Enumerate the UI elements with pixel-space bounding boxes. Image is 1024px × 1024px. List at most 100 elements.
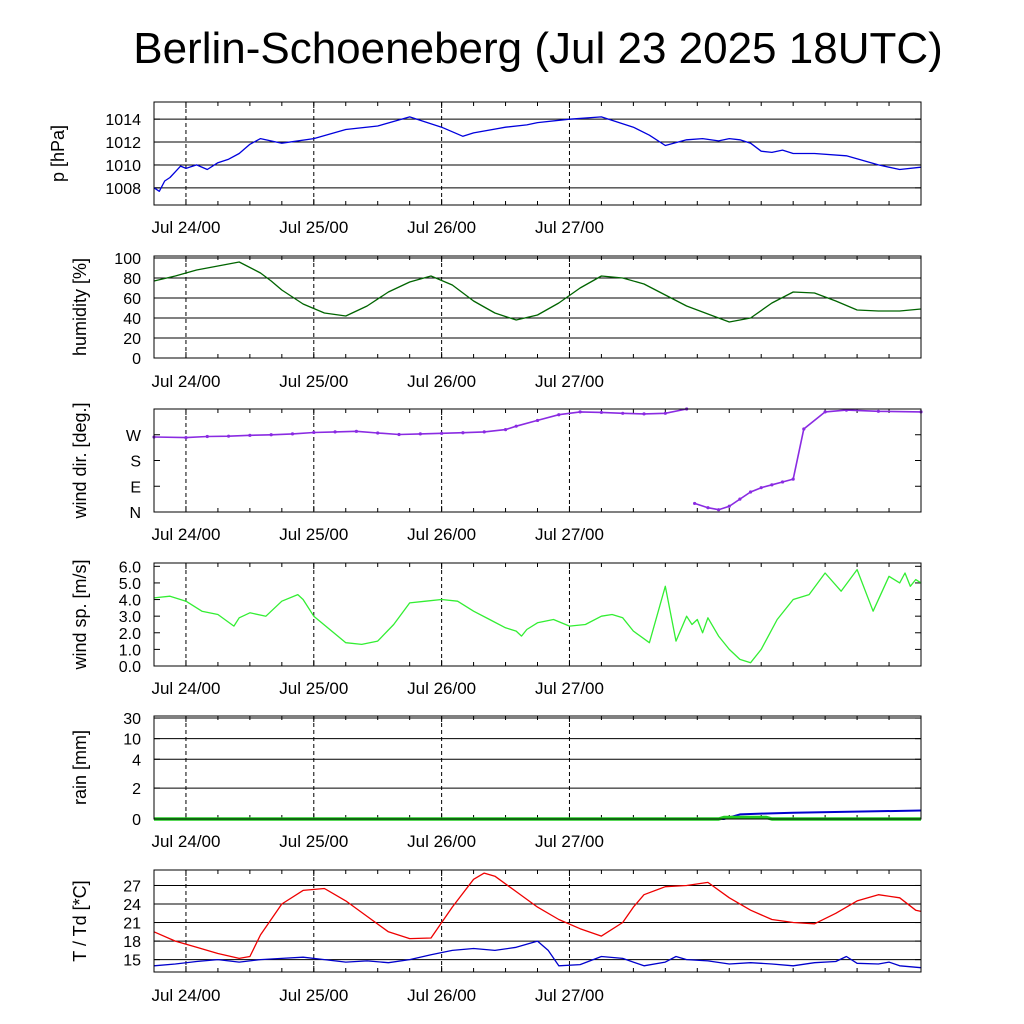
y-tick-label: 5.0 xyxy=(119,576,141,593)
x-tick-label: Jul 26/00 xyxy=(407,986,476,1005)
data-point xyxy=(557,413,561,417)
plot-frame xyxy=(153,255,922,359)
panel-3: 0.01.02.03.04.05.06.0 wind sp. [m/s] Jul 2… xyxy=(70,559,922,698)
data-point xyxy=(780,480,785,484)
x-tick-label: Jul 26/00 xyxy=(407,525,476,544)
x-tick-label: Jul 27/00 xyxy=(535,832,604,851)
y-tick-label: 3.0 xyxy=(119,609,141,626)
y-tick-label: 100 xyxy=(114,251,141,268)
data-point xyxy=(290,432,295,436)
y-tick-label: 1.0 xyxy=(119,642,141,659)
data-point xyxy=(269,433,273,437)
plot-frame xyxy=(153,715,922,820)
data-point xyxy=(748,490,753,494)
y-tick-label: 4.0 xyxy=(119,593,141,610)
y-tick-label: 20 xyxy=(123,331,141,348)
y-tick-label: E xyxy=(130,479,141,496)
y-tick-label: 60 xyxy=(123,291,141,308)
panel-1: 0 20 40 60 80 100 humidity [%] Jul 24/00 Jul 25/… xyxy=(70,251,922,391)
data-point xyxy=(716,508,721,512)
data-point xyxy=(333,430,337,434)
data-point xyxy=(578,410,582,414)
x-tick-label: Jul 25/00 xyxy=(279,525,348,544)
x-tick-label: Jul 26/00 xyxy=(407,679,476,698)
y-tick-label: 80 xyxy=(123,271,141,288)
y-tick-label: 2 xyxy=(132,781,141,798)
data-point xyxy=(663,411,667,415)
data-point xyxy=(802,427,806,431)
x-tick-label: Jul 27/00 xyxy=(535,372,604,391)
plot-frame xyxy=(153,869,922,973)
x-tick-label: Jul 24/00 xyxy=(151,832,220,851)
series-line-0 xyxy=(153,872,922,960)
data-point xyxy=(503,428,508,432)
x-tick-label: Jul 24/00 xyxy=(151,525,220,544)
y-axis-label: rain [mm] xyxy=(70,730,90,805)
data-point xyxy=(727,504,731,508)
y-tick-label: 6.0 xyxy=(119,559,141,576)
x-tick-label: Jul 24/00 xyxy=(151,372,220,391)
series-line-0 xyxy=(153,261,922,323)
data-point xyxy=(418,432,422,436)
data-point xyxy=(706,506,710,510)
y-axis-label: wind sp. [m/s] xyxy=(70,559,90,670)
data-point xyxy=(514,424,518,428)
y-tick-label: 1012 xyxy=(105,135,141,152)
y-axis-label: humidity [%] xyxy=(70,258,90,356)
x-tick-label: Jul 27/00 xyxy=(535,525,604,544)
data-point xyxy=(642,412,646,416)
y-tick-label: 0.0 xyxy=(119,659,141,676)
data-point xyxy=(248,433,252,437)
data-point xyxy=(791,477,795,481)
data-point xyxy=(876,409,880,413)
x-tick-label: Jul 27/00 xyxy=(535,218,604,237)
x-tick-label: Jul 24/00 xyxy=(151,986,220,1005)
y-tick-label: W xyxy=(126,428,142,445)
y-tick-label: 1014 xyxy=(105,112,141,129)
data-point xyxy=(205,434,209,439)
x-tick-label: Jul 26/00 xyxy=(407,218,476,237)
x-tick-label: Jul 24/00 xyxy=(151,679,220,698)
plot-frame xyxy=(153,408,922,513)
series-line-0 xyxy=(153,116,922,192)
series-line-0 xyxy=(153,408,922,511)
y-axis-label: wind dir. [deg.] xyxy=(70,402,90,519)
x-tick-label: Jul 27/00 xyxy=(535,986,604,1005)
y-tick-label: 0 xyxy=(132,812,141,829)
data-point xyxy=(312,430,316,435)
data-point xyxy=(482,430,486,434)
data-point xyxy=(599,410,604,415)
y-tick-label: 27 xyxy=(123,878,141,895)
data-point xyxy=(354,429,359,433)
data-point xyxy=(823,410,827,414)
series-line-0 xyxy=(153,568,922,664)
x-tick-label: Jul 26/00 xyxy=(407,832,476,851)
data-point xyxy=(621,411,625,415)
y-axis-label: T / Td [*C] xyxy=(70,880,90,961)
plot-frame xyxy=(153,562,922,667)
data-point xyxy=(226,434,231,438)
data-point xyxy=(376,431,380,435)
x-tick-label: Jul 26/00 xyxy=(407,372,476,391)
y-tick-label: 4 xyxy=(132,752,141,769)
y-axis-label: p [hPa] xyxy=(48,125,68,182)
x-tick-label: Jul 25/00 xyxy=(279,372,348,391)
y-tick-label: N xyxy=(129,505,141,522)
x-tick-label: Jul 25/00 xyxy=(279,986,348,1005)
y-tick-label: 1008 xyxy=(105,181,141,198)
y-tick-label: 24 xyxy=(123,897,141,914)
x-tick-label: Jul 24/00 xyxy=(151,218,220,237)
data-point xyxy=(759,486,763,490)
data-point xyxy=(397,432,401,437)
y-tick-label: 0 xyxy=(132,351,141,368)
panel-0: 1008 1010 1012 1014 p [hPa] Jul 24/00 Jul 25/0… xyxy=(48,101,922,237)
y-tick-label: S xyxy=(130,454,141,471)
plot-frame xyxy=(153,101,922,206)
y-tick-label: 30 xyxy=(123,711,141,728)
y-tick-label: 10 xyxy=(123,732,141,749)
data-point xyxy=(184,436,188,440)
panel-4: 0 2 4 10 30 rain [mm] Jul 24/00 Jul 25/00 Jul 26… xyxy=(70,711,922,851)
